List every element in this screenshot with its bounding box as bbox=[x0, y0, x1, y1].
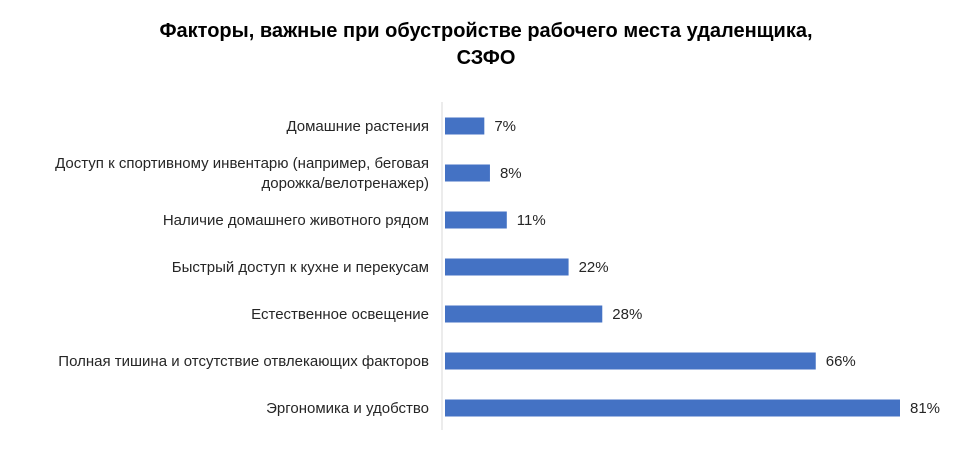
category-labels-group: Домашние растения Доступ к спортивному ин… bbox=[55, 118, 429, 417]
value-label-4: 28% bbox=[612, 306, 642, 323]
bar-0 bbox=[445, 117, 485, 135]
category-label-2: Наличие домашнего животного рядом bbox=[163, 212, 429, 229]
value-label-2: 11% bbox=[517, 212, 546, 229]
bar-4 bbox=[445, 305, 603, 323]
value-label-0: 7% bbox=[494, 118, 516, 135]
bar-5 bbox=[445, 352, 816, 370]
value-label-3: 22% bbox=[579, 259, 609, 276]
category-label-4: Естественное освещение bbox=[251, 306, 429, 323]
chart-title: Факторы, важные при обустройстве рабочег… bbox=[159, 20, 813, 69]
category-label-line: Домашние растения bbox=[286, 118, 429, 135]
category-label-line: дорожка/велотренажер) bbox=[261, 175, 429, 192]
bar-1 bbox=[445, 164, 490, 182]
category-label-line: Доступ к спортивному инвентарю (например… bbox=[55, 155, 429, 172]
value-label-6: 81% bbox=[910, 400, 940, 417]
category-label-0: Домашние растения bbox=[286, 118, 429, 135]
value-label-5: 66% bbox=[826, 353, 856, 370]
bars-group bbox=[445, 117, 900, 417]
bar-2 bbox=[445, 211, 507, 229]
category-label-1: Доступ к спортивному инвентарю (например… bbox=[55, 155, 429, 192]
value-label-1: 8% bbox=[500, 165, 522, 182]
category-label-line: Естественное освещение bbox=[251, 306, 429, 323]
category-label-3: Быстрый доступ к кухне и перекусам bbox=[172, 259, 429, 276]
category-label-6: Эргономика и удобство bbox=[266, 400, 429, 417]
category-label-line: Эргономика и удобство bbox=[266, 400, 429, 417]
category-label-line: Полная тишина и отсутствие отвлекающих ф… bbox=[58, 353, 429, 370]
category-label-line: Быстрый доступ к кухне и перекусам bbox=[172, 259, 429, 276]
bar-6 bbox=[445, 399, 900, 417]
bar-3 bbox=[445, 258, 569, 276]
category-label-line: Наличие домашнего животного рядом bbox=[163, 212, 429, 229]
category-label-5: Полная тишина и отсутствие отвлекающих ф… bbox=[58, 353, 429, 370]
value-labels-group: 7% 8% 11% 22% 28% 66% 81% bbox=[494, 118, 940, 417]
